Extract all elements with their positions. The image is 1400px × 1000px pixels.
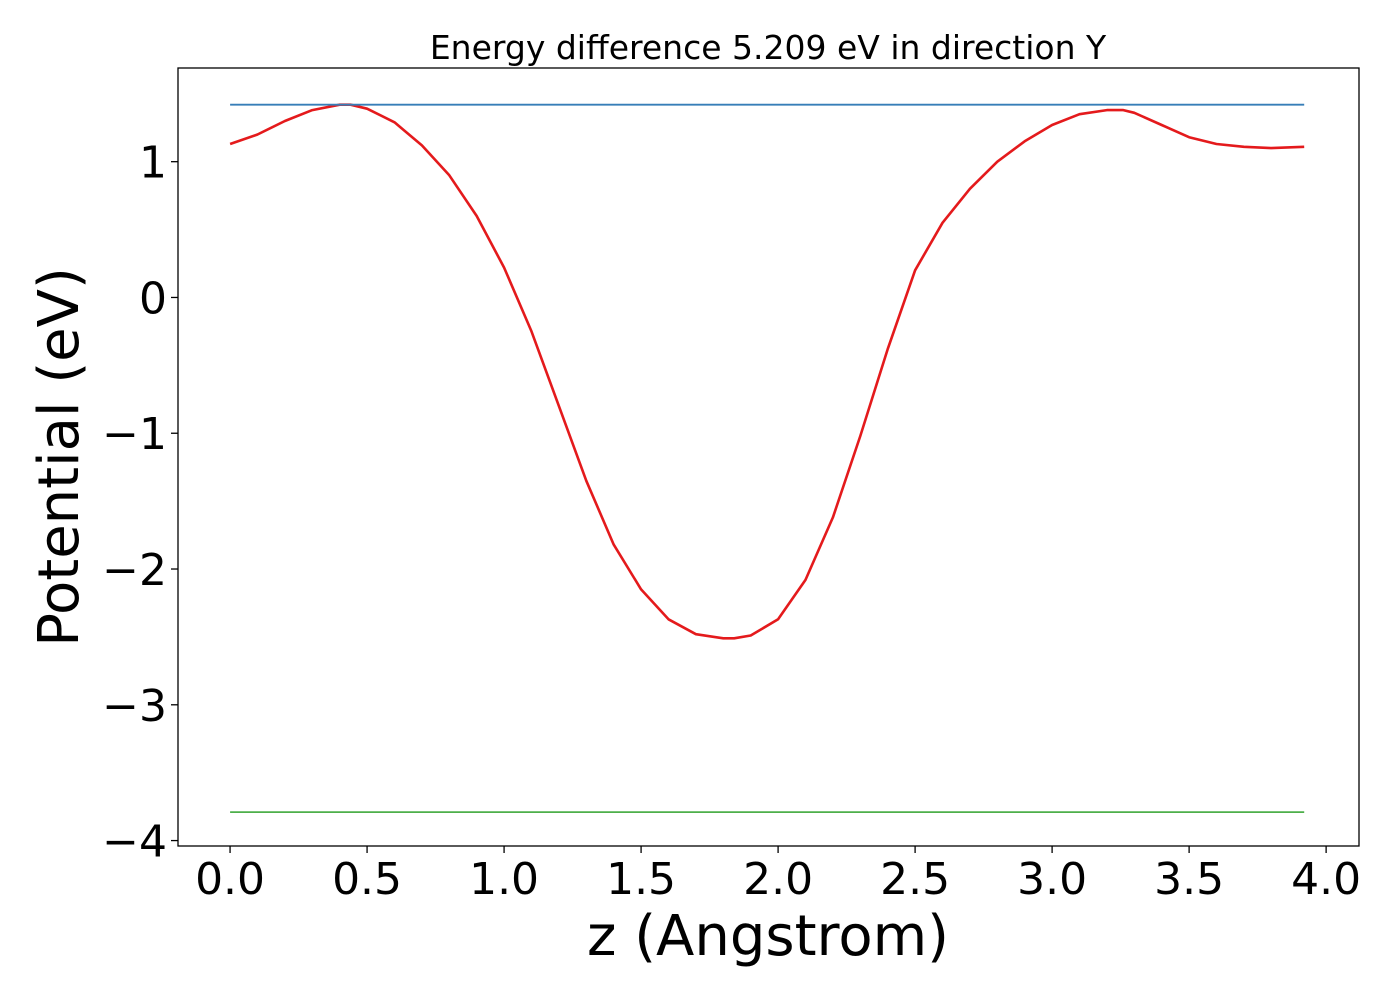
y-tick-label: −4: [102, 817, 167, 868]
x-axis-label: z (Angstrom): [587, 904, 949, 969]
plot-frame: [177, 67, 1360, 847]
y-axis-ticks: 1 0 −1 −2 −3 −4: [102, 138, 178, 868]
x-tick-label: 0.0: [195, 854, 265, 905]
y-tick-label: −2: [102, 545, 167, 596]
y-axis-label: Potential (eV): [27, 267, 92, 647]
x-tick-label: 2.5: [880, 854, 950, 905]
chart-title: Energy difference 5.209 eV in direction …: [430, 28, 1107, 67]
series-layer: [229, 103, 1305, 813]
x-tick-label: 1.0: [469, 854, 539, 905]
y-tick-label: −3: [102, 681, 167, 732]
series-line-1: [229, 103, 1305, 640]
x-tick-label: 0.5: [332, 854, 402, 905]
y-tick-label: 0: [139, 273, 167, 324]
y-tick-label: −1: [102, 409, 167, 460]
x-tick-label: 3.5: [1154, 854, 1224, 905]
x-tick-label: 2.0: [743, 854, 813, 905]
x-tick-label: 1.5: [606, 854, 676, 905]
x-axis-ticks: 0.0 0.5 1.0 1.5 2.0 2.5 3.0 3.5 4.0: [195, 846, 1361, 905]
x-tick-label: 3.0: [1017, 854, 1087, 905]
x-tick-label: 4.0: [1291, 854, 1361, 905]
y-tick-label: 1: [139, 138, 167, 189]
